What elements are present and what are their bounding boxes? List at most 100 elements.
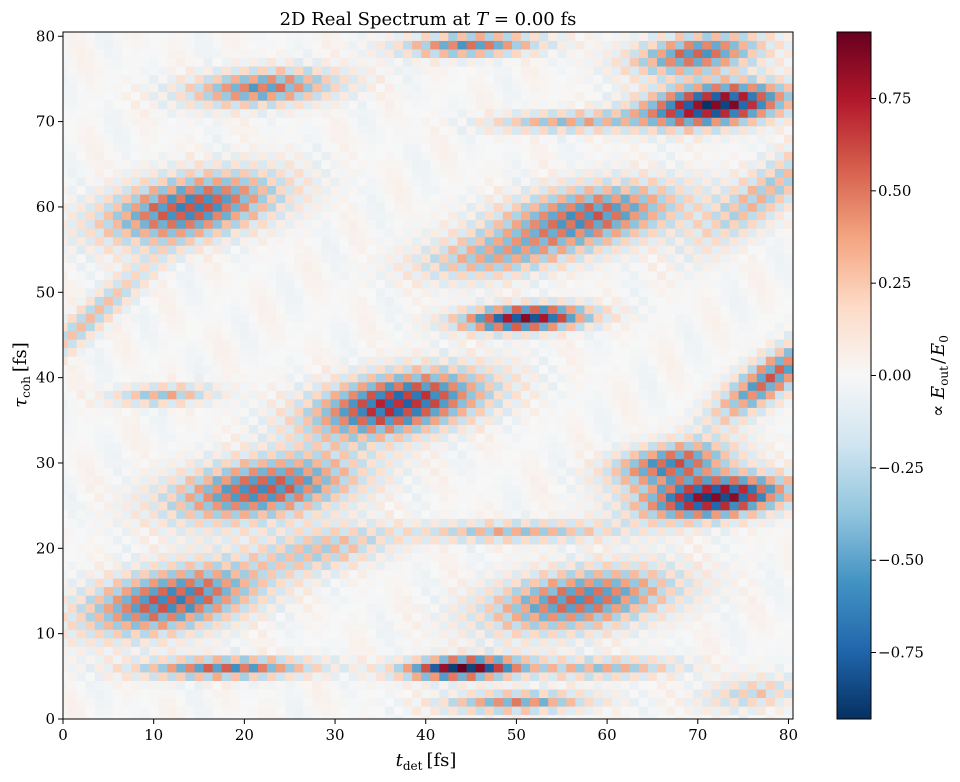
- heatmap-cell: [257, 347, 268, 357]
- heatmap-cell: [248, 270, 259, 280]
- heatmap-cell: [774, 416, 785, 425]
- heatmap-cell: [647, 330, 658, 340]
- heatmap-cell: [638, 552, 649, 562]
- heatmap-cell: [393, 347, 404, 357]
- heatmap-cell: [493, 407, 504, 417]
- heatmap-cell: [112, 416, 123, 425]
- heatmap-cell: [783, 672, 794, 681]
- heatmap-cell: [421, 313, 431, 323]
- heatmap-cell: [121, 535, 132, 545]
- heatmap-cell: [502, 424, 513, 434]
- heatmap-cell: [121, 458, 132, 468]
- heatmap-cell: [276, 313, 286, 323]
- heatmap-cell: [548, 509, 558, 519]
- heatmap-cell: [257, 194, 268, 204]
- heatmap-cell: [539, 228, 549, 238]
- heatmap-cell: [140, 347, 150, 357]
- heatmap-cell: [76, 535, 87, 545]
- heatmap-cell: [149, 373, 159, 383]
- heatmap-cell: [566, 245, 576, 255]
- heatmap-cell: [366, 680, 377, 690]
- heatmap-cell: [575, 322, 585, 332]
- heatmap-cell: [765, 390, 776, 400]
- heatmap-cell: [257, 629, 268, 639]
- heatmap-cell: [584, 339, 594, 349]
- heatmap-cell: [647, 714, 658, 720]
- heatmap-cell: [747, 356, 758, 366]
- heatmap-cell: [466, 313, 477, 323]
- heatmap-cell: [375, 407, 386, 417]
- heatmap-cell: [230, 578, 241, 588]
- heatmap-cell: [94, 253, 105, 263]
- heatmap-cell: [285, 322, 295, 332]
- heatmap-cell: [439, 424, 449, 434]
- heatmap-cell: [393, 509, 404, 519]
- heatmap-cell: [348, 458, 359, 468]
- heatmap-cell: [312, 663, 322, 673]
- heatmap-cell: [566, 603, 576, 613]
- heatmap-cell: [602, 586, 613, 596]
- heatmap-cell: [647, 689, 658, 699]
- heatmap-cell: [63, 398, 68, 408]
- heatmap-cell: [520, 228, 531, 238]
- heatmap-cell: [194, 492, 204, 502]
- heatmap-cell: [511, 586, 522, 596]
- heatmap-cell: [520, 620, 531, 630]
- heatmap-cell: [176, 416, 186, 425]
- heatmap-cell: [502, 586, 513, 596]
- heatmap-cell: [285, 245, 295, 255]
- heatmap-cell: [765, 458, 776, 468]
- heatmap-cell: [412, 484, 422, 494]
- heatmap-cell: [230, 270, 241, 280]
- heatmap-cell: [484, 270, 495, 280]
- heatmap-cell: [103, 364, 114, 374]
- heatmap-cell: [711, 356, 721, 366]
- heatmap-cell: [212, 398, 223, 408]
- heatmap-cell: [393, 595, 404, 605]
- heatmap-cell: [475, 629, 486, 639]
- heatmap-cell: [566, 279, 576, 289]
- heatmap-cell: [629, 407, 640, 417]
- heatmap-cell: [267, 253, 277, 263]
- heatmap-cell: [366, 305, 377, 315]
- heatmap-cell: [67, 373, 77, 383]
- heatmap-cell: [212, 450, 223, 460]
- heatmap-cell: [530, 236, 540, 246]
- heatmap-cell: [149, 714, 159, 720]
- heatmap-cell: [403, 612, 413, 622]
- heatmap-cell: [248, 629, 259, 639]
- heatmap-cell: [140, 253, 150, 263]
- heatmap-cell: [511, 407, 522, 417]
- heatmap-cell: [611, 467, 622, 477]
- heatmap-cell: [520, 407, 531, 417]
- heatmap-cell: [502, 509, 513, 519]
- heatmap-cell: [530, 305, 540, 315]
- heatmap-cell: [203, 441, 214, 451]
- heatmap-cell: [557, 219, 567, 229]
- heatmap-cell: [656, 339, 667, 349]
- heatmap-cell: [666, 236, 676, 246]
- heatmap-cell: [439, 595, 449, 605]
- heatmap-cell: [330, 305, 340, 315]
- heatmap-cell: [121, 689, 132, 699]
- heatmap-cell: [448, 492, 458, 502]
- heatmap-cell: [439, 194, 449, 204]
- heatmap-cell: [484, 526, 495, 536]
- heatmap-cell: [575, 484, 585, 494]
- heatmap-cell: [666, 689, 676, 699]
- heatmap-cell: [140, 535, 150, 545]
- heatmap-cell: [176, 697, 186, 707]
- heatmap-cell: [747, 364, 758, 374]
- heatmap-cell: [239, 228, 250, 238]
- heatmap-cell: [656, 569, 667, 579]
- heatmap-cell: [457, 433, 467, 443]
- heatmap-cell: [176, 270, 186, 280]
- heatmap-cell: [720, 518, 730, 528]
- heatmap-cell: [221, 714, 232, 720]
- heatmap-cell: [167, 518, 177, 528]
- heatmap-cell: [194, 603, 204, 613]
- heatmap-cell: [167, 501, 177, 511]
- heatmap-cell: [257, 697, 268, 707]
- heatmap-cell: [203, 569, 214, 579]
- heatmap-cell: [548, 646, 558, 656]
